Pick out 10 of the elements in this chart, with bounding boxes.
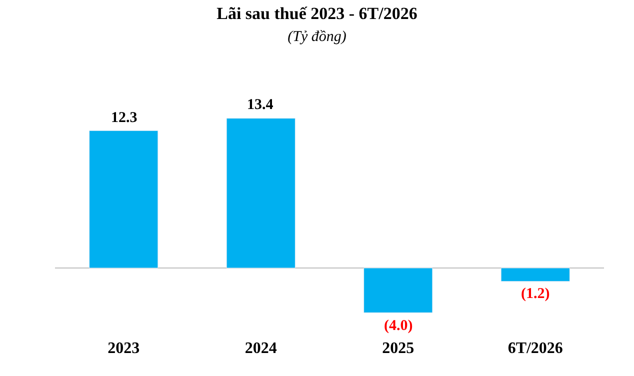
chart-subtitle: (Tỷ đồng) bbox=[288, 28, 346, 45]
data-label: (1.2) bbox=[521, 286, 550, 302]
data-label: 12.3 bbox=[111, 110, 138, 126]
chart-title: Lãi sau thuế 2023 - 6T/2026 bbox=[216, 4, 418, 23]
x-tick-label: 2023 bbox=[108, 340, 140, 357]
x-tick-label: 2025 bbox=[382, 340, 414, 357]
data-label: 13.4 bbox=[247, 97, 274, 113]
x-tick-label: 6T/2026 bbox=[508, 340, 563, 357]
data-label: (4.0) bbox=[384, 318, 413, 334]
x-tick-label: 2024 bbox=[244, 340, 277, 357]
